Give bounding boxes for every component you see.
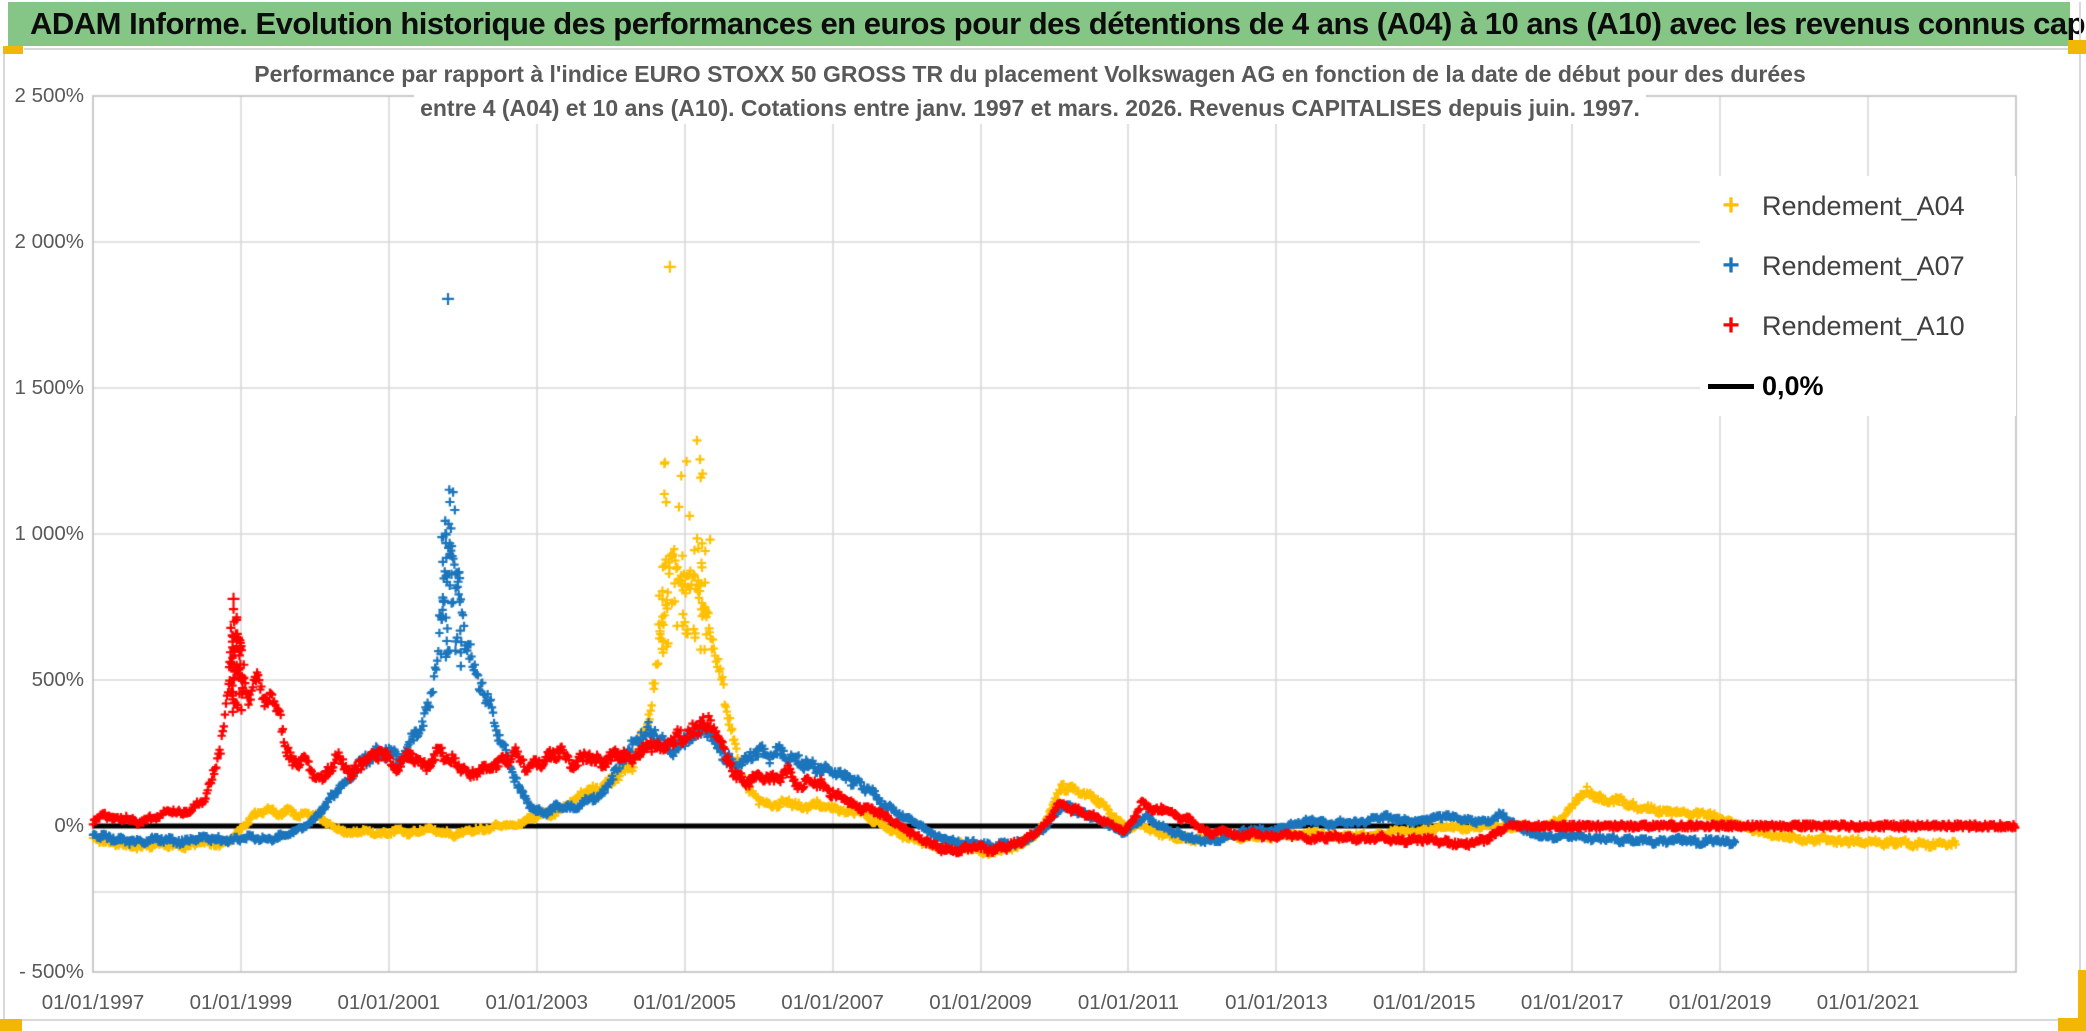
x-axis-label: 01/01/2003: [485, 991, 589, 1014]
x-axis-label: 01/01/2001: [337, 991, 441, 1014]
x-axis-label: 01/01/2019: [1668, 991, 1772, 1014]
y-axis-label: 0%: [54, 814, 84, 837]
chart-subtitle-line2: entre 4 (A04) et 10 ans (A10). Cotations…: [414, 93, 1646, 124]
x-axis-label: 01/01/2011: [1077, 991, 1179, 1014]
x-axis-label: 01/01/2017: [1520, 991, 1624, 1014]
x-axis-label: 01/01/2015: [1372, 991, 1476, 1014]
plus-marker-icon: +: [1722, 309, 1740, 342]
chart-subtitle: Performance par rapport à l'indice EURO …: [93, 59, 1967, 127]
y-axis-label: - 500%: [19, 960, 84, 983]
plus-marker-icon: +: [1722, 249, 1740, 282]
zero-line-icon: [1708, 383, 1754, 389]
x-axis-label: 01/01/2013: [1225, 991, 1328, 1014]
y-axis-label: 2 000%: [14, 230, 84, 253]
legend-label: 0,0%: [1762, 370, 1824, 401]
x-axis-label: 01/01/2007: [781, 991, 884, 1014]
legend-label: Rendement_A07: [1762, 250, 1965, 281]
legend-label: Rendement_A04: [1762, 190, 1965, 221]
y-axis-label: 1 500%: [14, 376, 84, 399]
plus-marker-icon: +: [1722, 189, 1740, 222]
x-axis-label: 01/01/2009: [929, 991, 1032, 1014]
chart-subtitle-line1: Performance par rapport à l'indice EURO …: [248, 59, 1812, 90]
y-axis-label: 2 500%: [14, 84, 84, 107]
x-axis-label: 01/01/2005: [633, 991, 736, 1014]
chart-legend: + Rendement_A04 + Rendement_A07 + Rendement_A…: [1700, 176, 2016, 416]
legend-item-rendement-a04[interactable]: + Rendement_A04: [1700, 176, 2016, 236]
legend-item-0-0-[interactable]: 0,0%: [1700, 356, 2016, 416]
legend-item-rendement-a10[interactable]: + Rendement_A10: [1700, 296, 2016, 356]
legend-item-rendement-a07[interactable]: + Rendement_A07: [1700, 236, 2016, 296]
y-axis-label: 1 000%: [14, 522, 84, 545]
x-axis-label: 01/01/1997: [41, 991, 145, 1014]
x-axis-label: 01/01/1999: [189, 991, 293, 1014]
legend-label: Rendement_A10: [1762, 310, 1965, 341]
x-axis-label: 01/01/2021: [1816, 991, 1920, 1014]
y-axis-label: 500%: [31, 668, 84, 691]
